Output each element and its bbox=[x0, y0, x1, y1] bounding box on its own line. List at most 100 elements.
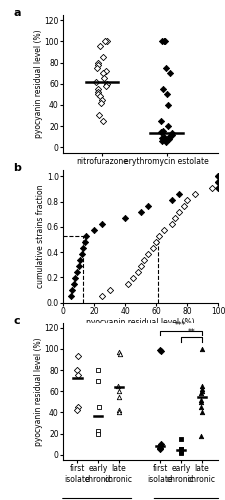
Point bbox=[101, 69, 105, 77]
Point bbox=[123, 214, 127, 222]
Point bbox=[70, 286, 74, 294]
Point bbox=[178, 190, 181, 198]
X-axis label: pyocyanin residual level (%): pyocyanin residual level (%) bbox=[86, 318, 195, 328]
Point bbox=[179, 446, 183, 454]
Point bbox=[180, 435, 183, 443]
Point bbox=[158, 346, 162, 354]
Point bbox=[75, 366, 79, 374]
Point bbox=[178, 208, 181, 216]
Point bbox=[96, 430, 99, 438]
Point bbox=[168, 69, 172, 77]
Y-axis label: pyocyanin residual level (%): pyocyanin residual level (%) bbox=[34, 30, 43, 138]
Point bbox=[158, 232, 161, 240]
Point bbox=[117, 406, 121, 414]
Point bbox=[182, 202, 186, 210]
Point bbox=[118, 350, 121, 358]
Point bbox=[139, 208, 142, 216]
Point bbox=[108, 286, 111, 294]
Point bbox=[77, 262, 80, 270]
Text: b: b bbox=[13, 164, 21, 173]
Point bbox=[83, 238, 87, 246]
Point bbox=[147, 250, 150, 258]
Point bbox=[166, 122, 170, 130]
Point bbox=[216, 178, 220, 186]
Point bbox=[100, 220, 104, 228]
Point bbox=[159, 347, 163, 355]
Point bbox=[179, 448, 183, 456]
Point bbox=[200, 398, 203, 406]
Point bbox=[162, 38, 166, 46]
Text: **: ** bbox=[187, 328, 195, 337]
Point bbox=[105, 38, 109, 46]
Text: c: c bbox=[13, 316, 20, 326]
Point bbox=[99, 42, 102, 50]
Point bbox=[164, 64, 168, 72]
Point bbox=[170, 196, 173, 204]
Point bbox=[163, 38, 167, 46]
Point bbox=[99, 99, 103, 107]
Point bbox=[96, 428, 99, 436]
Point bbox=[117, 392, 121, 400]
Point bbox=[96, 58, 100, 66]
Point bbox=[200, 345, 204, 353]
Point bbox=[126, 280, 130, 288]
Point bbox=[104, 67, 108, 75]
Point bbox=[162, 132, 166, 140]
Point bbox=[78, 256, 82, 264]
Point bbox=[96, 60, 100, 68]
Point bbox=[76, 403, 80, 411]
Point bbox=[154, 238, 158, 246]
Point bbox=[147, 202, 150, 210]
Point bbox=[151, 244, 155, 252]
Point bbox=[179, 448, 183, 456]
Point bbox=[167, 134, 171, 143]
Point bbox=[200, 387, 204, 395]
Point bbox=[96, 90, 100, 98]
Point bbox=[96, 88, 100, 96]
Point bbox=[92, 226, 96, 234]
Point bbox=[170, 130, 174, 138]
Point bbox=[94, 78, 98, 86]
Point bbox=[80, 250, 83, 258]
Point bbox=[216, 178, 220, 186]
Point bbox=[139, 262, 142, 270]
Point bbox=[200, 385, 204, 393]
Point bbox=[168, 132, 172, 140]
Point bbox=[199, 396, 203, 404]
Point bbox=[75, 268, 79, 276]
Point bbox=[159, 442, 162, 450]
Point bbox=[179, 446, 183, 454]
Point bbox=[103, 38, 106, 46]
Point bbox=[101, 117, 105, 125]
Point bbox=[160, 128, 163, 136]
Point bbox=[131, 274, 135, 282]
Point bbox=[100, 292, 104, 300]
Point bbox=[95, 64, 99, 72]
Point bbox=[200, 390, 203, 398]
Point bbox=[142, 256, 146, 264]
Point bbox=[165, 138, 168, 146]
Point bbox=[117, 408, 121, 416]
Point bbox=[97, 403, 100, 411]
Text: ***: *** bbox=[175, 322, 187, 330]
Text: a: a bbox=[13, 8, 21, 18]
Point bbox=[164, 136, 168, 144]
Point bbox=[117, 387, 121, 395]
Point bbox=[160, 38, 164, 46]
Point bbox=[106, 80, 109, 88]
Point bbox=[166, 101, 169, 109]
Point bbox=[159, 440, 162, 448]
Point bbox=[158, 444, 162, 452]
Point bbox=[216, 172, 220, 180]
Point bbox=[170, 220, 173, 228]
Point bbox=[76, 406, 79, 414]
Point bbox=[216, 184, 220, 192]
Point bbox=[76, 352, 80, 360]
Y-axis label: cumulative strains fraction: cumulative strains fraction bbox=[36, 184, 45, 288]
Y-axis label: pyocyanin residual level (%): pyocyanin residual level (%) bbox=[34, 337, 43, 446]
Point bbox=[185, 196, 189, 204]
Point bbox=[76, 372, 79, 380]
Point bbox=[102, 74, 106, 82]
Point bbox=[158, 446, 162, 454]
Point bbox=[74, 274, 77, 282]
